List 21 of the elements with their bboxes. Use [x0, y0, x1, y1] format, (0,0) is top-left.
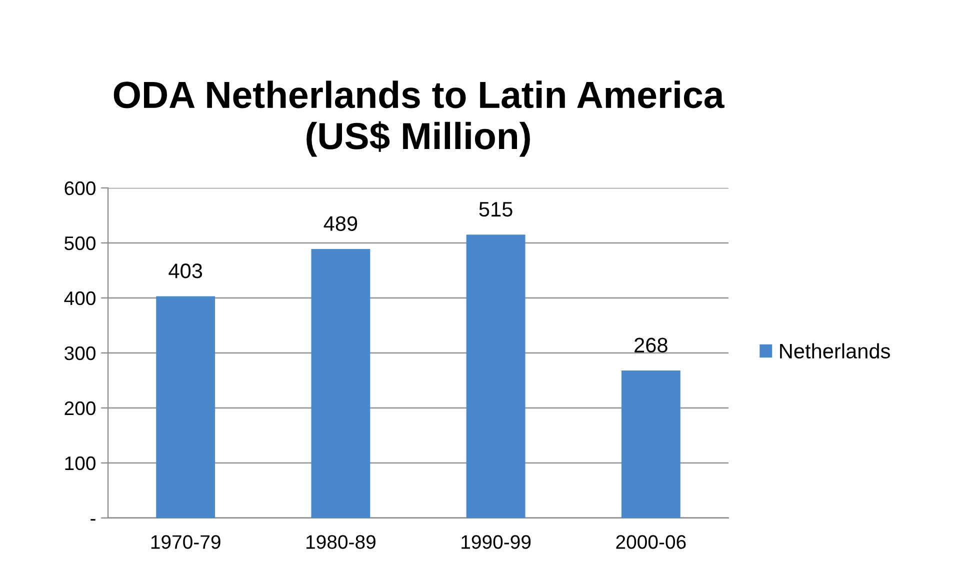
x-tick-label: 1990-99 — [462, 535, 531, 549]
y-tick-label: 400 — [64, 291, 96, 306]
chart-title: ODA Netherlands to Latin America (US$ Million) — [114, 80, 724, 157]
bar — [621, 370, 680, 518]
y-tick-label: 600 — [64, 181, 96, 196]
bar — [156, 296, 216, 518]
y-tick-label: 200 — [64, 401, 96, 416]
bar — [466, 234, 526, 518]
x-tick-label: 1980-89 — [306, 535, 376, 549]
data-label: 268 — [634, 338, 668, 353]
bar — [311, 248, 370, 518]
y-tick-label: 500 — [64, 236, 96, 250]
data-label: 515 — [479, 202, 512, 217]
y-tick-label: 300 — [64, 346, 96, 360]
y-tick-label: - — [90, 519, 96, 521]
data-label: 403 — [168, 264, 202, 278]
y-tick-label: 100 — [65, 456, 96, 470]
legend-label: Netherlands — [780, 343, 890, 359]
x-tick-label: 1970-79 — [151, 535, 220, 549]
data-label: 489 — [324, 216, 358, 231]
x-tick-label: 2000-06 — [616, 535, 686, 549]
